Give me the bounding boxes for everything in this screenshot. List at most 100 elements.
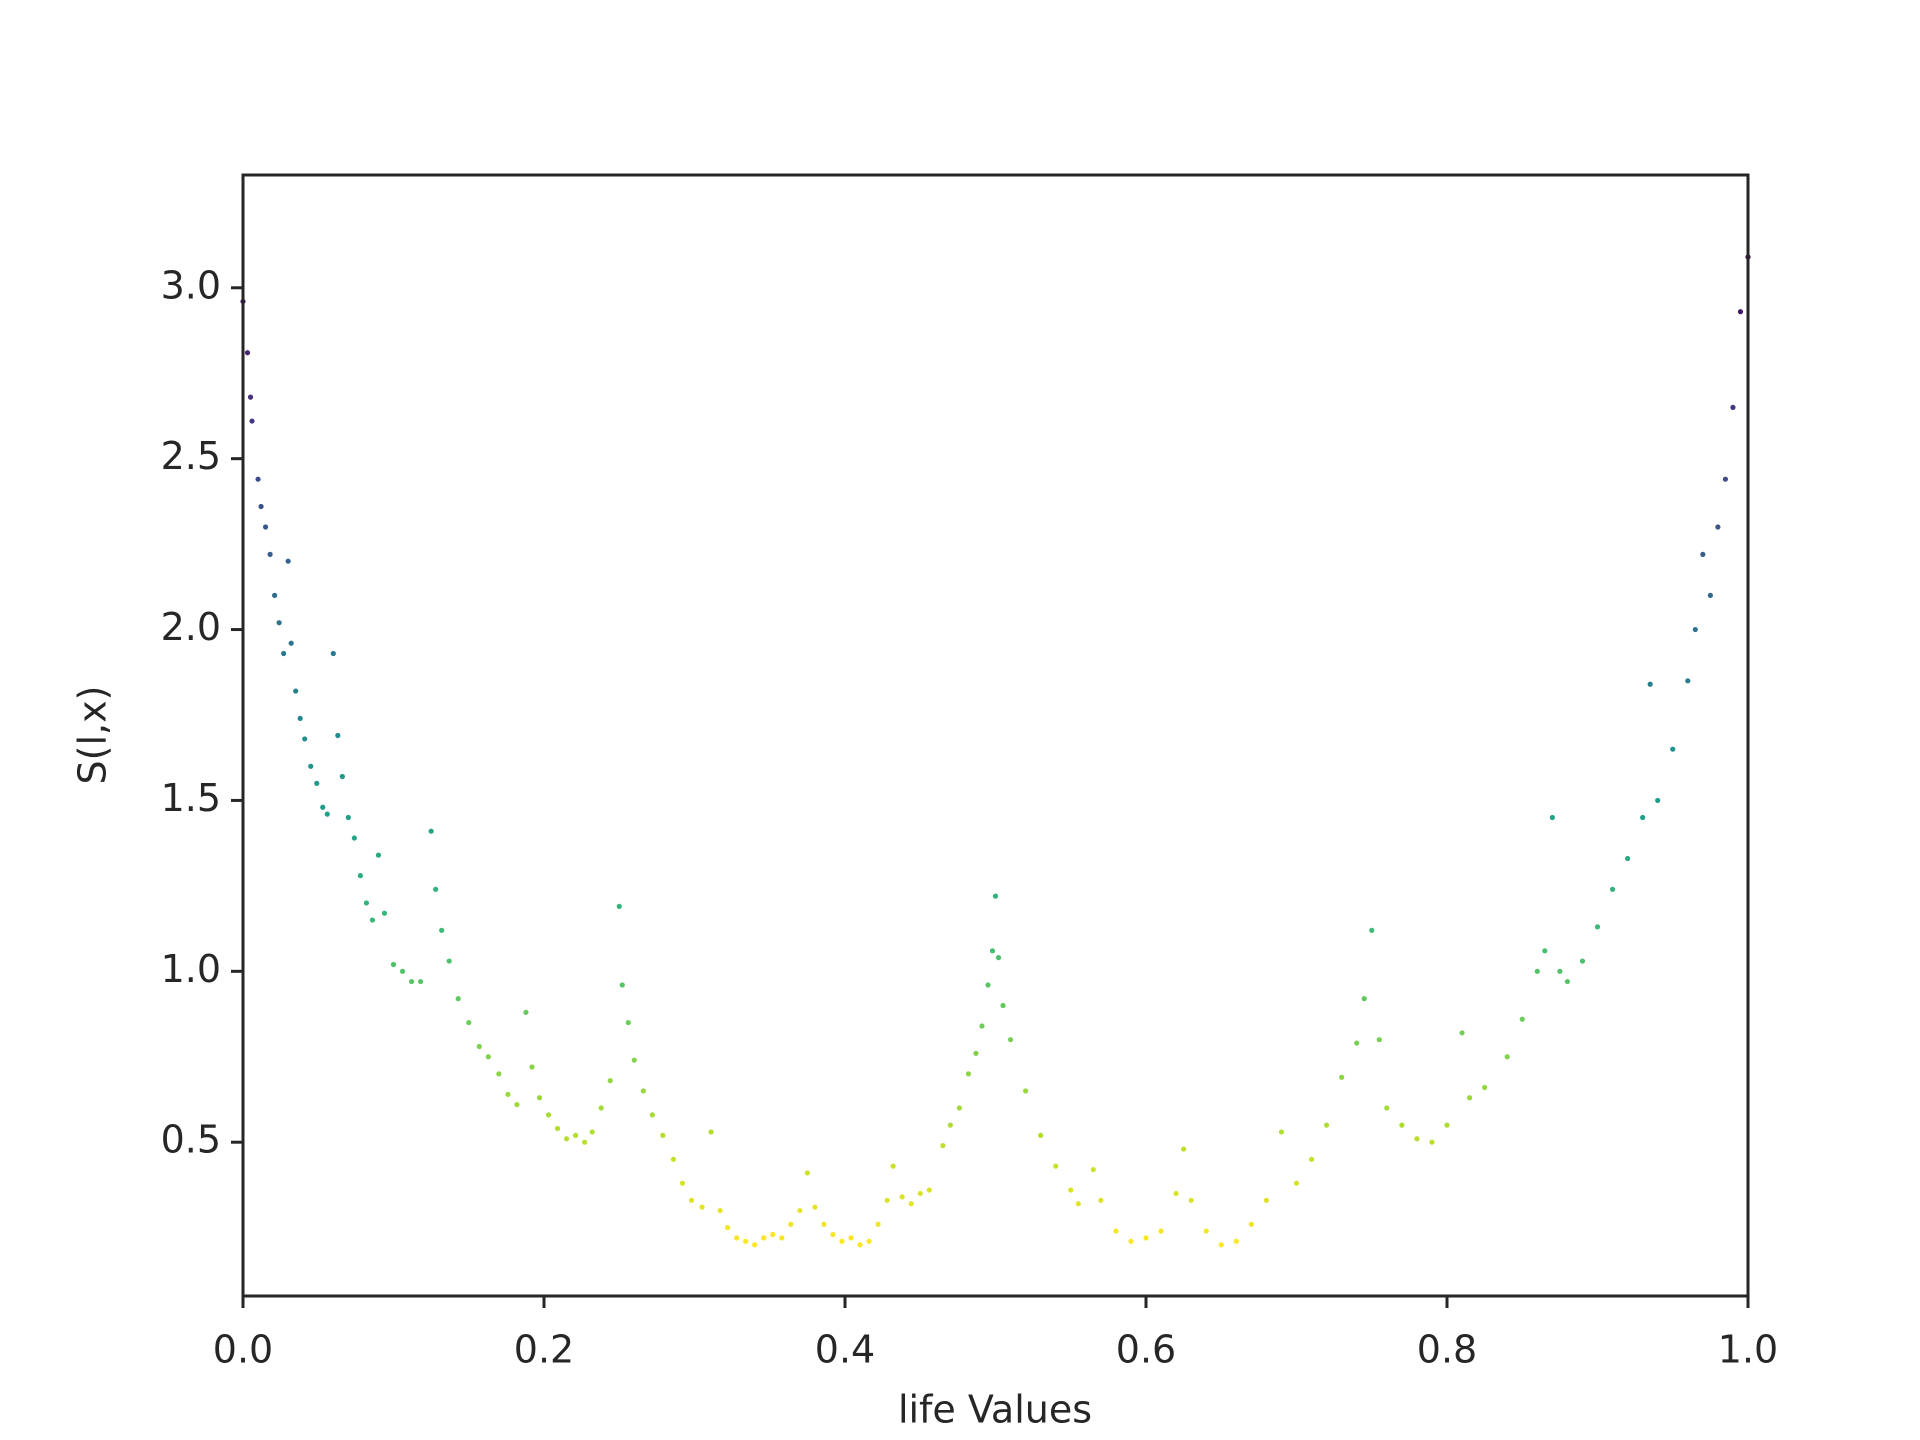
point: [335, 732, 341, 739]
point: [247, 394, 254, 400]
point: [1625, 855, 1631, 862]
point: [640, 1088, 646, 1094]
point: [1399, 1122, 1405, 1128]
point: [1504, 1054, 1510, 1060]
point: [660, 1132, 666, 1138]
point: [496, 1071, 502, 1077]
point: [926, 1187, 932, 1193]
point: [1090, 1166, 1096, 1173]
x-tick-label: 0.6: [1116, 1328, 1176, 1372]
point: [875, 1221, 881, 1227]
point: [351, 835, 357, 841]
point: [505, 1091, 511, 1097]
point: [375, 852, 382, 858]
point: [1293, 1180, 1300, 1186]
point: [917, 1190, 923, 1197]
point: [857, 1242, 863, 1248]
point: [1113, 1228, 1119, 1234]
point: [1549, 814, 1555, 821]
y-tick-label: 3.0: [161, 263, 221, 307]
point: [554, 1125, 561, 1132]
point: [258, 503, 264, 510]
plot-frame: [241, 173, 1750, 1298]
point: [779, 1235, 785, 1241]
point: [314, 780, 320, 786]
point: [308, 763, 314, 769]
point: [1707, 592, 1713, 598]
point: [244, 350, 251, 356]
point: [1068, 1187, 1074, 1193]
point: [1700, 551, 1706, 557]
point: [940, 1143, 946, 1149]
point: [514, 1102, 520, 1108]
point: [545, 1112, 552, 1118]
x-tick-label: 0.0: [213, 1328, 273, 1372]
point: [619, 982, 625, 988]
point: [399, 968, 406, 974]
point: [433, 886, 439, 892]
point: [1542, 948, 1548, 954]
point: [985, 982, 991, 988]
point: [1564, 978, 1570, 985]
point: [1339, 1074, 1345, 1080]
point: [1722, 476, 1729, 482]
point: [1369, 927, 1375, 933]
point: [536, 1095, 543, 1101]
point: [1647, 681, 1653, 687]
point: [1594, 924, 1601, 930]
point: [428, 828, 434, 834]
point: [625, 1019, 631, 1026]
point: [272, 592, 278, 598]
point: [797, 1207, 803, 1214]
y-tick-label: 2.0: [161, 605, 221, 649]
point: [455, 996, 461, 1002]
point: [297, 715, 303, 722]
point: [1203, 1228, 1209, 1234]
point: [830, 1231, 836, 1238]
point: [1670, 746, 1676, 752]
point: [848, 1235, 854, 1241]
point: [752, 1242, 758, 1248]
point: [417, 978, 424, 985]
point: [1384, 1105, 1390, 1111]
y-axis-label: S(l,x): [71, 686, 115, 785]
point: [1248, 1221, 1254, 1227]
point: [293, 688, 299, 694]
point: [529, 1064, 535, 1070]
point: [1128, 1238, 1134, 1244]
point: [1324, 1122, 1330, 1128]
point: [1640, 814, 1646, 821]
point: [439, 927, 445, 933]
point: [288, 640, 294, 646]
point: [607, 1078, 613, 1084]
point: [708, 1129, 714, 1135]
point: [446, 958, 452, 964]
point: [381, 910, 388, 916]
point: [1354, 1040, 1360, 1046]
point: [1429, 1139, 1435, 1145]
point: [324, 811, 330, 817]
point: [890, 1163, 896, 1169]
point: [1263, 1197, 1269, 1203]
point: [973, 1050, 979, 1056]
point: [1098, 1197, 1104, 1203]
x-tick-label: 0.2: [514, 1328, 574, 1372]
point: [649, 1112, 655, 1118]
point: [725, 1225, 731, 1231]
point: [267, 551, 273, 557]
point: [363, 900, 370, 906]
point: [1143, 1235, 1149, 1241]
point: [573, 1132, 579, 1138]
point: [249, 418, 255, 424]
point: [1715, 524, 1721, 530]
point: [1173, 1190, 1179, 1197]
point: [1692, 626, 1698, 633]
point: [1000, 1002, 1006, 1009]
point: [1038, 1132, 1044, 1138]
point: [285, 558, 291, 564]
point: [788, 1221, 794, 1227]
point: [616, 903, 622, 909]
point: [339, 773, 345, 780]
x-axis-label: life Values: [898, 1388, 1092, 1432]
